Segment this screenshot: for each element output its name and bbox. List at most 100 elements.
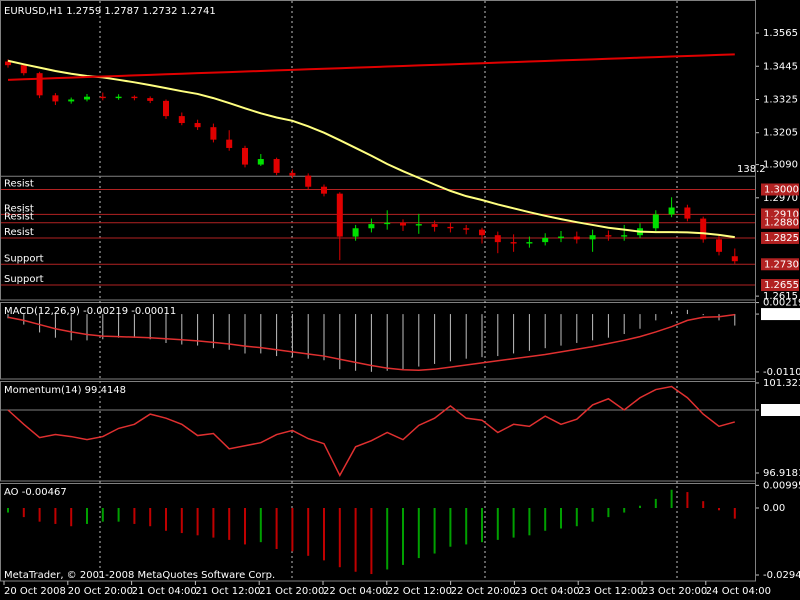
ao-bar — [307, 508, 310, 556]
ao-bar — [733, 508, 736, 519]
candle-body — [36, 73, 43, 96]
ao-bar — [259, 508, 262, 543]
level-label: Resist — [4, 203, 34, 214]
level-price-box — [761, 231, 799, 244]
ao-bar — [465, 508, 468, 545]
candle-body — [289, 172, 296, 176]
x-tick-label: 20 Oct 2008 — [4, 586, 66, 597]
candle-body — [305, 175, 312, 187]
level-price-label: 1.2730 — [764, 259, 799, 270]
ao-bar — [417, 508, 420, 559]
level-price-box — [761, 258, 799, 271]
level-label: Support — [4, 274, 44, 285]
x-tick-label: 22 Oct 04:00 — [323, 586, 388, 597]
candle-body — [321, 186, 327, 194]
candle-body — [668, 207, 675, 215]
x-tick-label: 22 Oct 12:00 — [387, 586, 452, 597]
y-tick-label: 1.3565 — [763, 28, 798, 39]
ao-bar — [686, 492, 689, 509]
ao-bar — [54, 508, 57, 524]
candle-body — [731, 256, 738, 262]
y-tick-label: 1.2970 — [763, 193, 798, 204]
ao-bar — [165, 508, 167, 531]
x-tick-label: 21 Oct 12:00 — [195, 586, 260, 597]
ao-bar — [386, 508, 389, 570]
candle-body — [163, 100, 169, 117]
ao-bar — [575, 508, 578, 527]
candle-body — [479, 229, 485, 236]
x-tick-label: 24 Oct 04:00 — [706, 586, 771, 597]
panel-title: Momentum(14) 99.4148 — [4, 385, 126, 396]
candle-body — [605, 235, 612, 237]
ao-bar — [718, 508, 720, 511]
moving-average — [7, 59, 735, 239]
candle-body — [716, 239, 722, 252]
x-tick-label: 21 Oct 04:00 — [132, 586, 197, 597]
ao-bar — [639, 505, 641, 509]
ao-bar — [323, 508, 325, 561]
candle-body — [115, 96, 122, 99]
candle-body — [20, 65, 27, 74]
candle-body — [447, 226, 454, 229]
candle-body — [684, 207, 691, 219]
candle-body — [700, 218, 707, 240]
ao-bar — [70, 508, 73, 527]
ao-bar — [149, 508, 152, 527]
ao-bar — [101, 508, 104, 522]
ao-bar — [433, 508, 436, 554]
ao-bar — [244, 508, 246, 545]
ao-bar — [38, 508, 41, 522]
ao-bar — [481, 508, 483, 543]
y-tick-label: 1.3205 — [763, 128, 798, 139]
level-label: Resist — [4, 227, 34, 238]
candle-body — [558, 236, 564, 238]
fib-label: 138.2 — [737, 164, 766, 175]
level-price-box — [761, 279, 799, 292]
tick-box — [761, 404, 800, 417]
candle-body — [68, 99, 75, 102]
ao-bar — [7, 508, 9, 513]
x-tick-label: 20 Oct 20:00 — [68, 586, 133, 597]
candle-body — [5, 61, 11, 66]
y-tick-label: 1.3090 — [763, 160, 798, 171]
x-tick-label: 21 Oct 20:00 — [259, 586, 324, 597]
candle-body — [368, 224, 375, 229]
candle-body — [178, 116, 185, 124]
x-tick-label: 23 Oct 20:00 — [642, 586, 707, 597]
ao-bar — [133, 508, 136, 524]
candle-body — [400, 222, 406, 226]
ao-bar — [528, 508, 531, 536]
ao-bar — [591, 508, 594, 522]
ao-bar — [180, 508, 183, 534]
panel-title: EURUSD,H1 1.2759 1.2787 1.2732 1.2741 — [4, 6, 216, 17]
level-label: Resist — [4, 212, 34, 223]
ao-bar — [702, 501, 705, 509]
candle-body — [131, 96, 138, 99]
footer: MetaTrader, © 2001-2008 MetaQuotes Softw… — [4, 570, 275, 581]
candle-body — [52, 95, 59, 102]
level-price-label: 1.2910 — [764, 209, 799, 220]
ao-bar — [275, 508, 278, 549]
candle-body — [415, 224, 422, 226]
candle-body — [99, 96, 106, 99]
y-tick-label: 1.3325 — [763, 94, 798, 105]
ao-bar — [22, 508, 25, 518]
candle-body — [542, 237, 549, 243]
candle-body — [273, 159, 280, 173]
y-tick-label: 1.3445 — [763, 61, 798, 72]
y-tick-label: 0.00995 — [763, 480, 800, 491]
ao-bar — [117, 508, 120, 522]
candle-body — [652, 214, 659, 229]
ao-bar — [623, 508, 626, 513]
candle-body — [431, 224, 438, 227]
ao-bar — [196, 508, 199, 536]
candle-body — [194, 123, 201, 128]
candle-body — [147, 98, 154, 101]
candle-body — [352, 228, 359, 237]
candle-body — [573, 236, 580, 240]
candle-body — [210, 127, 217, 140]
candle-body — [242, 147, 248, 165]
candle-body — [226, 139, 233, 148]
